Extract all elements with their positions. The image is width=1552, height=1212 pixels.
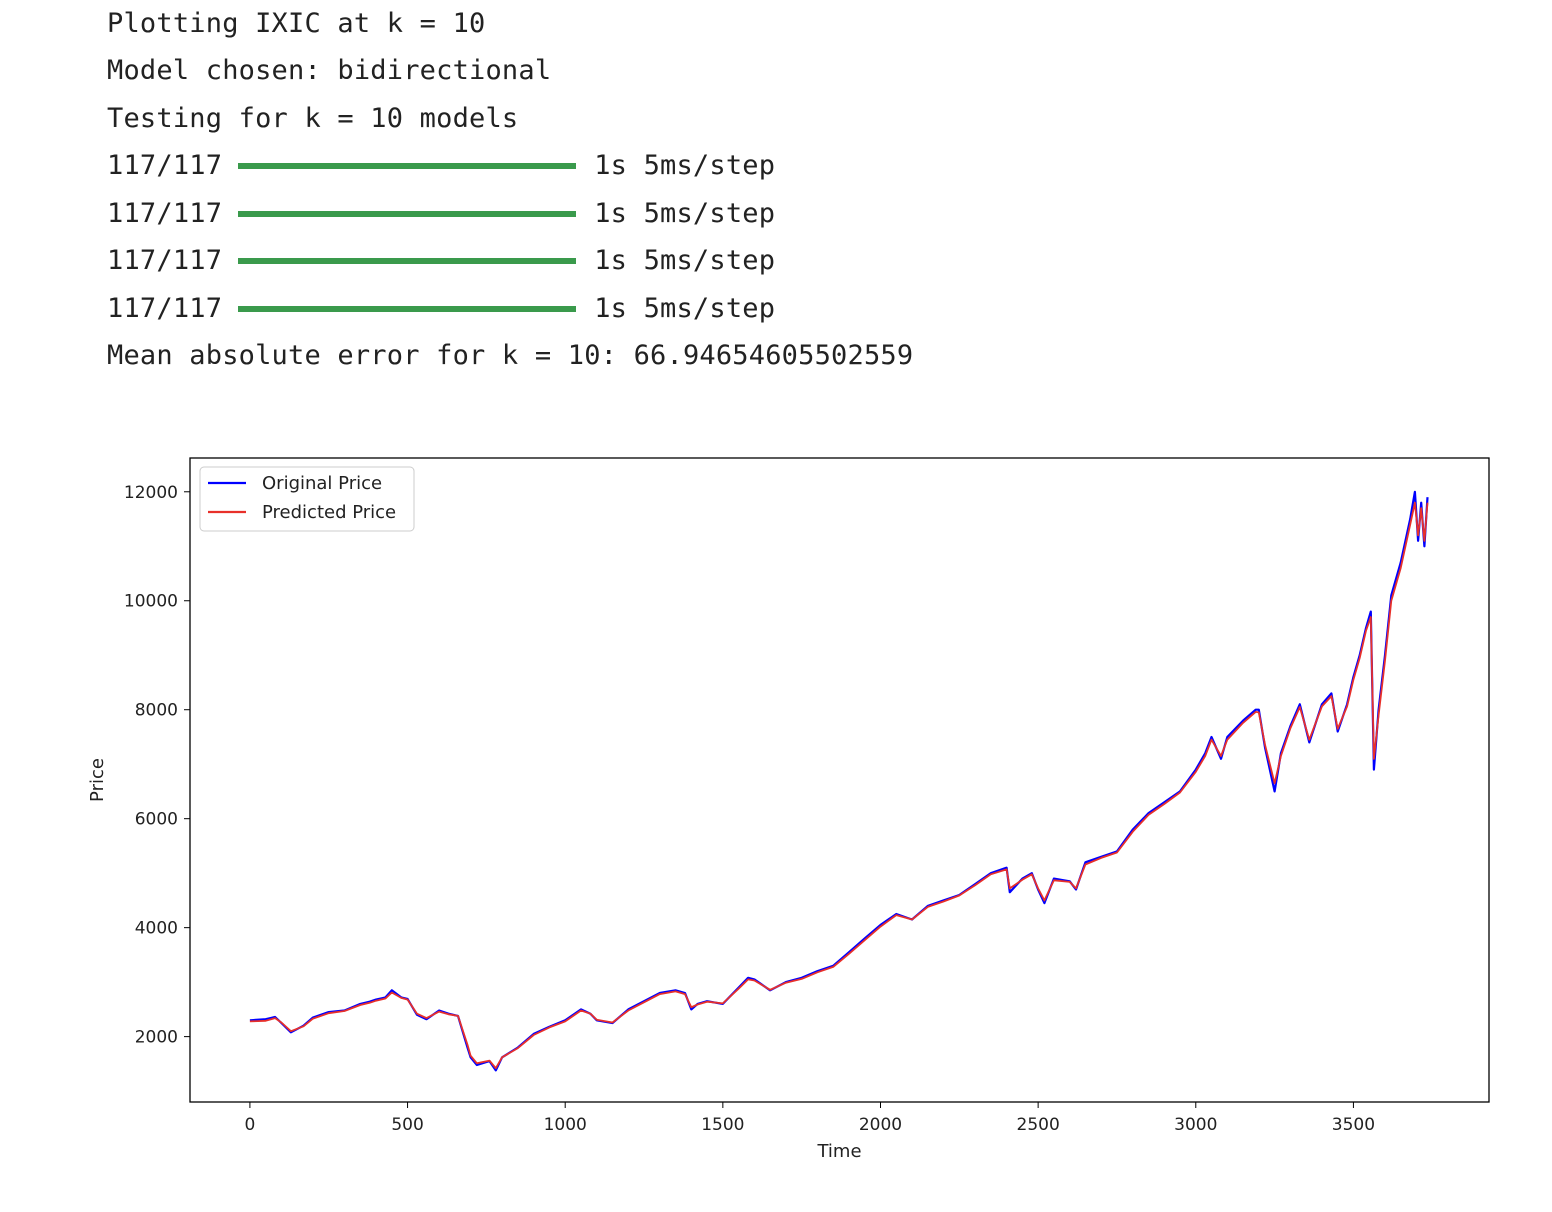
legend-label: Original Price	[262, 473, 382, 494]
x-tick-label: 3000	[1174, 1115, 1217, 1135]
x-tick-label: 2000	[859, 1115, 902, 1135]
x-tick-label: 500	[391, 1115, 423, 1135]
legend-box	[199, 466, 415, 532]
y-tick-label: 6000	[135, 810, 178, 830]
progress-count: 117/117	[107, 245, 223, 277]
progress-bar	[238, 163, 577, 170]
y-tick-label: 2000	[135, 1028, 178, 1048]
legend-label: Predicted Price	[262, 502, 396, 523]
y-tick-label: 10000	[124, 592, 178, 612]
progress-bar	[238, 258, 577, 265]
x-axis-label: Time	[816, 1141, 861, 1162]
progress-line: 117/117 1s 5ms/step	[107, 238, 1407, 286]
progress-time: 1s 5ms/step	[594, 150, 776, 182]
x-tick-label: 2500	[1017, 1115, 1060, 1135]
progress-count: 117/117	[107, 197, 223, 229]
progress-line: 117/117 1s 5ms/step	[107, 143, 1407, 191]
y-tick-label: 4000	[135, 919, 178, 939]
y-axis-label: Price	[87, 758, 108, 802]
price-chart: 0 500 1000 1500 2000 2500 3000 3500 2000 4000 6000…	[87, 457, 1490, 1162]
plot-frame	[189, 457, 1490, 1103]
progress-time: 1s 5ms/step	[594, 292, 776, 324]
progress-count: 117/117	[107, 150, 223, 182]
progress-time: 1s 5ms/step	[594, 245, 776, 277]
progress-bar	[238, 305, 577, 312]
series-line-predicted-price	[249, 501, 1429, 1070]
result-line: Mean absolute error for k = 10: 66.94654…	[107, 340, 914, 372]
console-line: Model chosen: bidirectional	[107, 55, 552, 87]
y-tick-label: 8000	[135, 701, 178, 721]
console-output: Plotting IXIC at k = 10 Model chosen: bi…	[107, 0, 1407, 380]
progress-time: 1s 5ms/step	[594, 197, 776, 229]
x-tick-label: 3500	[1332, 1115, 1375, 1135]
console-line: Plotting IXIC at k = 10	[107, 7, 486, 39]
console-line: Testing for k = 10 models	[107, 102, 519, 134]
progress-line: 117/117 1s 5ms/step	[107, 285, 1407, 333]
progress-count: 117/117	[107, 292, 223, 324]
x-tick-label: 1000	[544, 1115, 587, 1135]
progress-line: 117/117 1s 5ms/step	[107, 190, 1407, 238]
progress-bar	[238, 210, 577, 217]
y-tick-label: 12000	[124, 483, 178, 503]
x-tick-label: 0	[244, 1115, 255, 1135]
x-tick-label: 1500	[701, 1115, 744, 1135]
